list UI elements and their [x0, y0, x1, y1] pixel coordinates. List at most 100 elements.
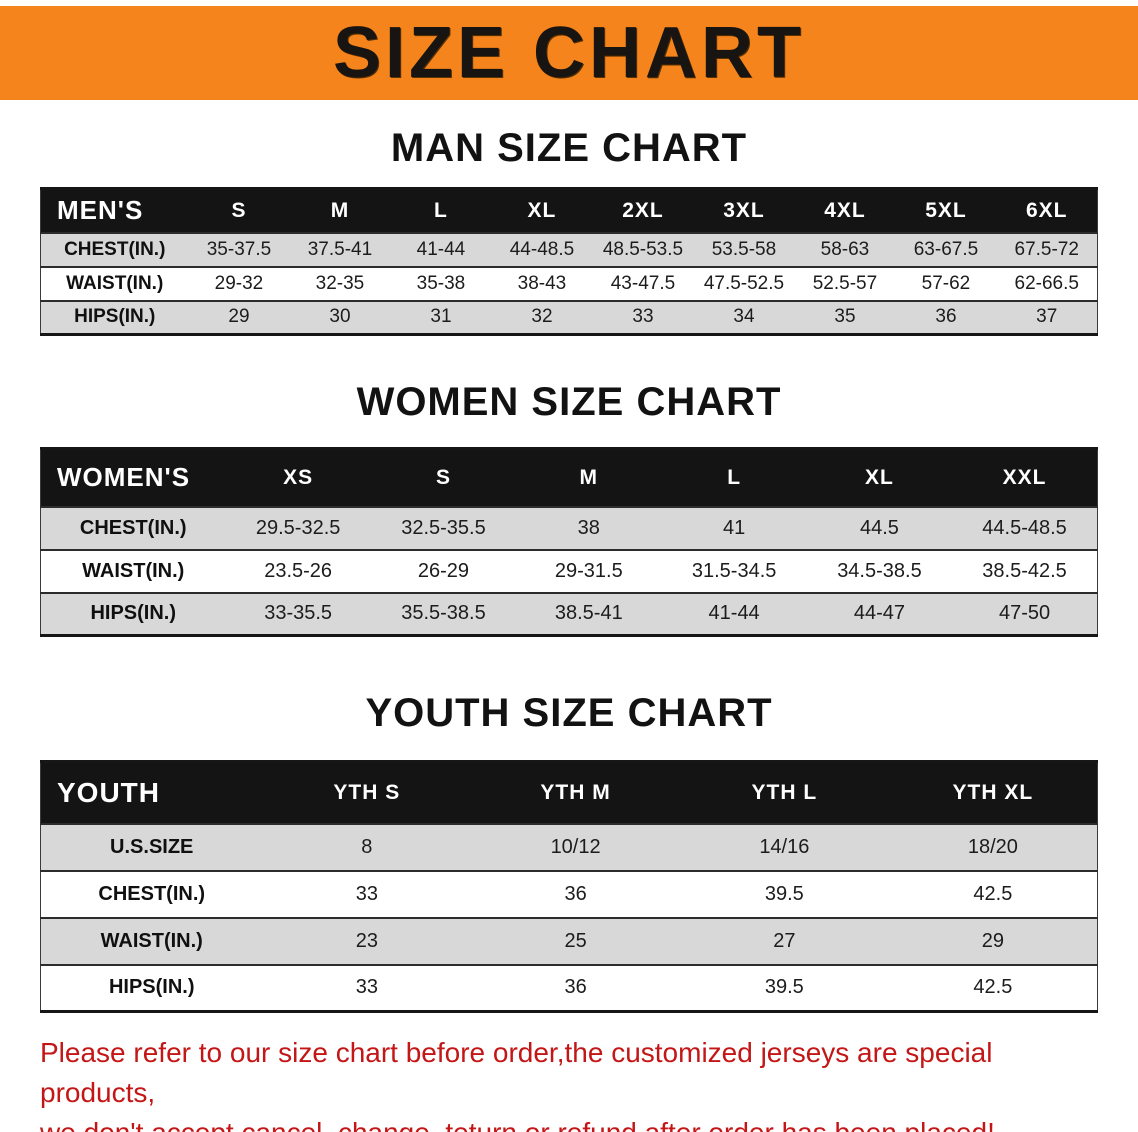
size-cell: 39.5	[764, 976, 804, 999]
size-cell: 33	[355, 882, 378, 905]
size-column-header: YTH L	[679, 761, 889, 824]
size-column-header: S	[188, 188, 290, 233]
size-cell: 62-66.5	[1014, 272, 1079, 294]
size-cell: 63-67.5	[913, 238, 979, 260]
row-label: WAIST(IN.)	[100, 929, 203, 952]
size-cell: 14/16	[759, 835, 810, 858]
table-row: WAIST(IN.) 23 25 27 29	[40, 917, 1098, 965]
size-cell: 58-63	[820, 238, 870, 260]
size-cell: 8	[361, 835, 373, 858]
size-cell: 29.5-32.5	[255, 516, 341, 539]
table-row: U.S.SIZE 8 10/12 14/16 18/20	[40, 823, 1098, 871]
size-cell: 10/12	[550, 835, 601, 858]
row-label: CHEST(IN.)	[98, 882, 206, 905]
size-cell: 35	[834, 306, 856, 328]
women-size-table: WOMEN'S XS S M L XL XXL CHEST(IN.) 29.5-32.5 32.5…	[40, 447, 1098, 637]
page-title: SIZE CHART	[333, 13, 805, 93]
size-cell: 32-35	[315, 272, 365, 294]
size-cell: 57-62	[921, 272, 971, 294]
row-label: HIPS(IN.)	[108, 976, 195, 999]
women-size-chart-heading: WOMEN SIZE CHART	[356, 380, 782, 424]
youth-size-chart-section: YOUTH SIZE CHART YOUTH YTH S YTH M YTH L YTH…	[0, 691, 1138, 1013]
size-cell: 37	[1036, 306, 1058, 328]
disclaimer: Please refer to our size chart before or…	[40, 1033, 1098, 1132]
table-row: HIPS(IN.) 33-35.5 35.5-38.5 38.5-41 41-44 44-…	[40, 592, 1098, 636]
size-cell: 47.5-52.5	[703, 272, 785, 294]
size-column-header: 4XL	[794, 188, 896, 233]
row-label: HIPS(IN.)	[90, 602, 177, 625]
size-cell: 44.5-48.5	[982, 516, 1067, 539]
size-cell: 31	[430, 306, 452, 328]
size-cell: 23	[355, 929, 378, 952]
youth-size-chart-heading: YOUTH SIZE CHART	[365, 691, 773, 735]
size-cell: 42.5	[973, 882, 1013, 905]
size-cell: 44-48.5	[509, 238, 575, 260]
table-label: WOMEN'S	[40, 448, 226, 507]
size-cell: 33-35.5	[264, 602, 333, 625]
men-size-chart-heading: MAN SIZE CHART	[390, 126, 748, 170]
size-cell: 38	[577, 516, 600, 539]
men-size-table: MEN'S S M L XL 2XL 3XL 4XL 5XL 6XL CHEST(IN.) 35-37…	[40, 187, 1098, 336]
size-cell: 18/20	[967, 835, 1018, 858]
size-cell: 67.5-72	[1014, 238, 1079, 260]
size-column-header: XL	[806, 448, 953, 507]
size-cell: 38.5-42.5	[982, 559, 1067, 582]
size-cell: 31.5-34.5	[691, 559, 777, 582]
women-size-chart-section: WOMEN SIZE CHART WOMEN'S XS S M L XL XXL CHEST(…	[0, 380, 1138, 637]
size-table: YOUTH YTH S YTH M YTH L YTH XL U.S.SIZE 8 10/12…	[40, 760, 1098, 1013]
table-row: CHEST(IN.) 33 36 39.5 42.5	[40, 870, 1098, 918]
size-cell: 35-38	[416, 272, 466, 294]
size-cell: 38-43	[517, 272, 567, 294]
size-column-header: S	[370, 448, 517, 507]
table-header-row: YOUTH YTH S YTH M YTH L YTH XL	[40, 761, 1098, 824]
size-cell: 23.5-26	[264, 559, 333, 582]
table-row: CHEST(IN.) 29.5-32.5 32.5-35.5 38 41 44.5 44.5…	[40, 506, 1098, 550]
size-cell: 33	[355, 976, 378, 999]
row-label: WAIST(IN.)	[66, 272, 164, 294]
size-column-header: YTH M	[471, 761, 680, 824]
size-cell: 29-32	[214, 272, 264, 294]
youth-size-table: YOUTH YTH S YTH M YTH L YTH XL U.S.SIZE 8 10/12…	[40, 760, 1098, 1013]
banner: SIZE CHART	[0, 6, 1138, 100]
size-cell: 35.5-38.5	[401, 602, 486, 625]
size-cell: 33	[632, 306, 654, 328]
size-column-header: YTH S	[262, 761, 472, 824]
size-cell: 39.5	[764, 882, 804, 905]
row-label: HIPS(IN.)	[74, 306, 156, 328]
size-cell: 42.5	[973, 976, 1013, 999]
size-cell: 41-44	[416, 238, 466, 260]
disclaimer-line-2: we don't accept cancel, change, teturn o…	[40, 1116, 995, 1132]
size-cell: 34	[733, 306, 755, 328]
size-cell: 36	[935, 306, 957, 328]
table-row: HIPS(IN.) 29 30 31 32 33 34 35 36 37	[40, 300, 1098, 335]
size-cell: 36	[564, 882, 587, 905]
size-column-header: XXL	[952, 448, 1098, 507]
size-column-header: L	[661, 448, 807, 507]
row-label: CHEST(IN.)	[64, 238, 166, 260]
size-cell: 29	[228, 306, 250, 328]
size-cell: 26-29	[417, 559, 470, 582]
size-cell: 53.5-58	[711, 238, 777, 260]
size-cell: 32.5-35.5	[401, 516, 486, 539]
size-cell: 34.5-38.5	[837, 559, 922, 582]
size-cell: 35-37.5	[206, 238, 272, 260]
size-column-header: XS	[225, 448, 371, 507]
table-row: CHEST(IN.) 35-37.5 37.5-41 41-44 44-48.5 48.5…	[40, 232, 1098, 267]
row-label: U.S.SIZE	[110, 835, 194, 858]
size-cell: 27	[773, 929, 796, 952]
table-header-row: WOMEN'S XS S M L XL XXL	[40, 448, 1098, 507]
size-cell: 44-47	[853, 602, 906, 625]
men-size-chart-section: MAN SIZE CHART MEN'S S M L XL 2XL 3XL 4XL 5XL 6XL…	[0, 126, 1138, 336]
size-cell: 48.5-53.5	[602, 238, 684, 260]
size-cell: 44.5	[859, 516, 899, 539]
size-cell: 30	[329, 306, 351, 328]
size-cell: 32	[531, 306, 553, 328]
size-cell: 29-31.5	[554, 559, 623, 582]
size-column-header: 5XL	[895, 188, 997, 233]
size-cell: 43-47.5	[610, 272, 676, 294]
size-cell: 25	[564, 929, 587, 952]
row-label: WAIST(IN.)	[82, 559, 185, 582]
size-column-header: 2XL	[592, 188, 694, 233]
size-column-header: M	[289, 188, 391, 233]
